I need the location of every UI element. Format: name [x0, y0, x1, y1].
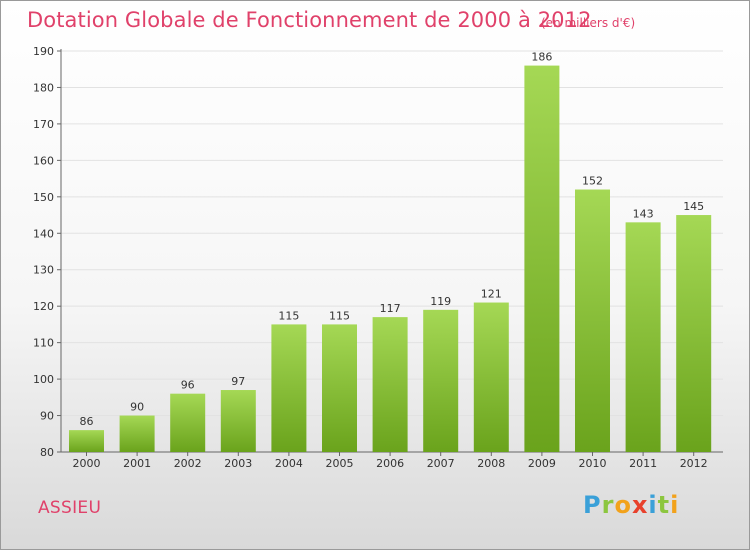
bar-value-label: 145: [683, 200, 704, 213]
y-tick-label: 80: [40, 446, 54, 459]
bar: [473, 302, 509, 452]
x-tick-label: 2003: [224, 457, 252, 470]
x-tick-label: 2007: [427, 457, 455, 470]
y-tick-label: 130: [33, 264, 54, 277]
x-tick-label: 2008: [477, 457, 505, 470]
x-tick-label: 2002: [174, 457, 202, 470]
bar: [271, 324, 307, 452]
bar-value-label: 115: [329, 309, 350, 322]
bar-value-label: 86: [80, 415, 94, 428]
bar: [575, 189, 610, 452]
x-tick-label: 2005: [326, 457, 354, 470]
bar-value-label: 115: [278, 309, 299, 322]
bar: [220, 390, 256, 452]
unit-note: (en milliers d'€): [541, 16, 636, 30]
bar-value-label: 90: [130, 401, 144, 414]
x-tick-label: 2010: [579, 457, 607, 470]
y-tick-label: 100: [33, 373, 54, 386]
y-tick-label: 180: [33, 81, 54, 94]
bar-value-label: 143: [633, 207, 654, 220]
bar-value-label: 96: [181, 379, 195, 392]
y-tick-label: 90: [40, 410, 54, 423]
bar: [625, 222, 661, 452]
y-tick-label: 150: [33, 191, 54, 204]
bar: [170, 393, 206, 452]
bar-value-label: 117: [380, 302, 401, 315]
bar-value-label: 186: [531, 51, 552, 64]
y-tick-label: 160: [33, 154, 54, 167]
bar-value-label: 119: [430, 295, 451, 308]
bar-value-label: 121: [481, 288, 502, 301]
x-tick-label: 2012: [680, 457, 708, 470]
y-tick-label: 110: [33, 337, 54, 350]
bar: [524, 65, 560, 452]
x-tick-label: 2009: [528, 457, 556, 470]
x-tick-label: 2000: [73, 457, 101, 470]
x-tick-label: 2011: [629, 457, 657, 470]
chart-title: Dotation Globale de Fonctionnement de 20…: [27, 8, 592, 32]
bar: [119, 415, 155, 452]
bar: [423, 309, 459, 452]
y-tick-label: 120: [33, 300, 54, 313]
x-tick-label: 2001: [123, 457, 151, 470]
bar: [676, 215, 712, 452]
bar: [322, 324, 357, 452]
town-name: ASSIEU: [38, 498, 102, 518]
proxiti-logo: Proxiti: [583, 491, 680, 519]
bar: [372, 317, 408, 452]
y-tick-label: 190: [33, 45, 54, 58]
bar-value-label: 152: [582, 175, 603, 188]
x-tick-label: 2006: [376, 457, 404, 470]
y-tick-label: 140: [33, 227, 54, 240]
bar: [69, 430, 104, 452]
y-tick-label: 170: [33, 118, 54, 131]
bar-value-label: 97: [231, 375, 245, 388]
x-tick-label: 2004: [275, 457, 303, 470]
